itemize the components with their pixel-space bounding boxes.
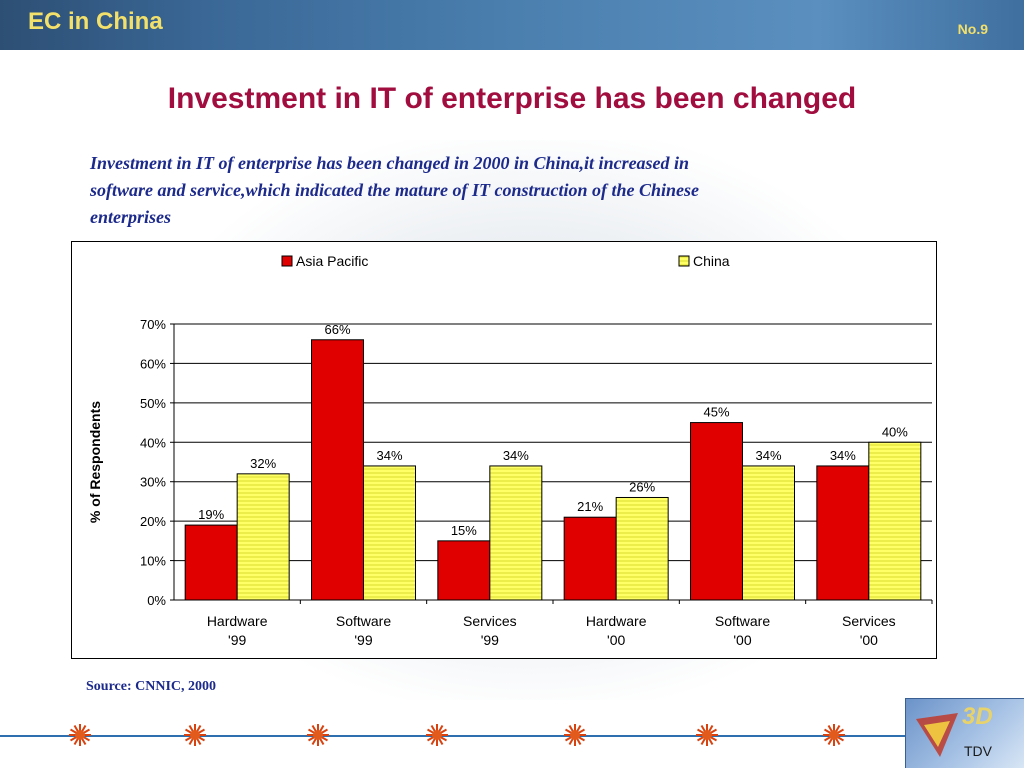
y-tick-label: 30% bbox=[140, 475, 166, 490]
legend-swatch-china bbox=[678, 255, 690, 267]
bar-asia-pacific bbox=[690, 422, 743, 601]
y-tick-label: 40% bbox=[140, 435, 166, 450]
header-title: EC in China bbox=[28, 8, 163, 35]
bar-asia-pacific bbox=[311, 339, 364, 601]
data-label: 21% bbox=[577, 499, 603, 514]
legend-swatch-asia-pacific bbox=[281, 255, 293, 267]
x-tick-label: Software bbox=[715, 613, 770, 629]
x-tick-label: '00 bbox=[860, 632, 878, 648]
sun-ornament-icon bbox=[68, 723, 92, 747]
intro-line: Investment in IT of enterprise has been … bbox=[90, 153, 690, 173]
data-label: 26% bbox=[629, 479, 655, 494]
bar-asia-pacific bbox=[184, 524, 238, 601]
x-tick-label: '99 bbox=[354, 632, 372, 648]
bar-asia-pacific bbox=[816, 465, 870, 601]
data-label: 15% bbox=[451, 523, 477, 538]
x-tick-label: Software bbox=[336, 613, 391, 629]
x-tick-label: Hardware bbox=[207, 613, 268, 629]
x-tick-label: Services bbox=[463, 613, 517, 629]
bar-chart: 0% 10% 20% 30% 40% 50% 60% 70% % of Respondents 1… bbox=[87, 253, 933, 648]
legend-label: Asia Pacific bbox=[296, 253, 368, 269]
y-tick-label: 10% bbox=[140, 554, 166, 569]
bar-china bbox=[742, 465, 795, 601]
slide-title: Investment in IT of enterprise has been … bbox=[167, 82, 857, 115]
data-label: 34% bbox=[755, 448, 781, 463]
x-tick-label: '00 bbox=[733, 632, 751, 648]
bar-asia-pacific bbox=[563, 516, 617, 601]
y-axis-label: % of Respondents bbox=[87, 401, 103, 523]
sun-ornament-icon bbox=[183, 723, 207, 747]
x-tick-label: Hardware bbox=[586, 613, 647, 629]
x-tick-label: '00 bbox=[607, 632, 625, 648]
intro-line: enterprises bbox=[90, 207, 171, 227]
sun-ornament-icon bbox=[306, 723, 330, 747]
intro-text: Investment in IT of enterprise has been … bbox=[90, 150, 890, 231]
legend-label: China bbox=[693, 253, 730, 269]
y-tick-label: 70% bbox=[140, 317, 166, 332]
sun-ornament-icon bbox=[563, 723, 587, 747]
data-label: 66% bbox=[324, 322, 350, 337]
logo-3d-text: 3D bbox=[962, 703, 993, 730]
header-bar: EC in China No.9 bbox=[0, 0, 1024, 50]
y-tick-label: 0% bbox=[147, 593, 166, 608]
data-label: 40% bbox=[882, 424, 908, 439]
x-tick-label: '99 bbox=[481, 632, 499, 648]
data-label: 19% bbox=[198, 507, 224, 522]
data-label: 34% bbox=[503, 448, 529, 463]
x-tick-label: Services bbox=[842, 613, 896, 629]
x-tick-label: '99 bbox=[228, 632, 246, 648]
bar-china bbox=[489, 465, 543, 601]
logo-graphic-icon bbox=[916, 713, 958, 757]
tdv-logo: 3D TDV bbox=[905, 698, 1024, 768]
chart-container: 0% 10% 20% 30% 40% 50% 60% 70% % of Respondents 1… bbox=[71, 241, 937, 659]
bar-china bbox=[868, 441, 922, 601]
data-label: 34% bbox=[830, 448, 856, 463]
y-tick-label: 50% bbox=[140, 396, 166, 411]
y-tick-label: 20% bbox=[140, 514, 166, 529]
source-note: Source: CNNIC, 2000 bbox=[86, 679, 217, 694]
bar-asia-pacific bbox=[437, 540, 491, 601]
bar-china bbox=[363, 465, 416, 601]
intro-line: software and service,which indicated the… bbox=[90, 180, 700, 200]
page-number: No.9 bbox=[957, 21, 988, 37]
sun-ornament-icon bbox=[822, 723, 846, 747]
bar-china bbox=[615, 496, 669, 601]
bar-china bbox=[236, 473, 290, 601]
footer-divider bbox=[0, 735, 905, 737]
logo-tdv-text: TDV bbox=[964, 743, 992, 759]
y-tick-label: 60% bbox=[140, 356, 166, 371]
data-label: 34% bbox=[376, 448, 402, 463]
data-label: 32% bbox=[250, 456, 276, 471]
data-label: 45% bbox=[703, 405, 729, 420]
sun-ornament-icon bbox=[695, 723, 719, 747]
sun-ornament-icon bbox=[425, 723, 449, 747]
